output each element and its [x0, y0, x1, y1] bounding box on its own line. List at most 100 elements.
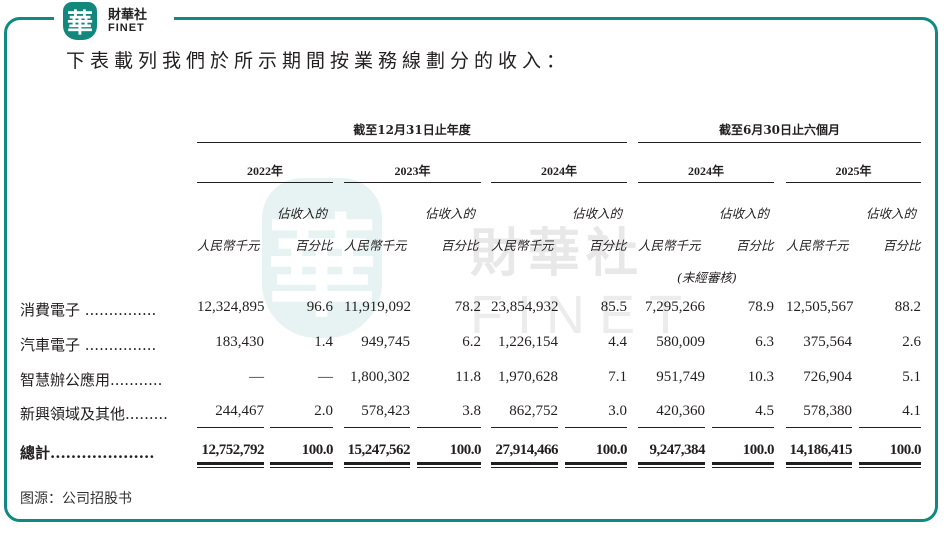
col-header-pct-1: 佔收入的 — [425, 206, 476, 221]
row-label: 汽車電子 ............... — [20, 336, 157, 354]
double-underline — [491, 462, 558, 468]
amount-cell: 1,970,628 — [498, 369, 558, 385]
logo-char: 華 — [66, 8, 93, 39]
row-label: 消費電子 ............... — [20, 301, 157, 319]
divider — [638, 142, 921, 143]
amount-cell: 949,745 — [361, 334, 410, 350]
divider — [786, 182, 921, 183]
col-header-pct-2: 百分比 — [295, 238, 333, 253]
period-header-annual: 截至12月31日止年度 — [353, 123, 471, 137]
subtotal-rule — [417, 427, 481, 428]
double-underline — [417, 462, 481, 468]
intro-text: 下表載列我們於所示期間按業務線劃分的收入： — [66, 50, 571, 72]
percent-cell: 2.0 — [314, 403, 333, 419]
subtotal-rule — [638, 427, 705, 428]
amount-cell: 1,226,154 — [498, 334, 558, 350]
year-header: 2022年 — [246, 164, 283, 178]
total-amount-cell: 27,914,466 — [495, 442, 559, 458]
col-header-amount: 人民幣千元 — [786, 238, 849, 253]
double-underline — [786, 462, 852, 468]
amount-cell: 578,380 — [803, 403, 852, 419]
percent-cell: 6.2 — [462, 334, 481, 350]
col-header-pct-2: 百分比 — [589, 238, 627, 253]
percent-cell: 11.8 — [455, 369, 481, 385]
amount-cell: 420,360 — [656, 403, 705, 419]
divider — [491, 182, 627, 183]
double-underline — [197, 462, 264, 468]
amount-cell: 1,800,302 — [350, 369, 410, 385]
total-amount-cell: 14,186,415 — [789, 442, 853, 458]
col-header-amount: 人民幣千元 — [491, 238, 554, 253]
divider — [197, 182, 333, 183]
total-percent-cell: 100.0 — [889, 442, 922, 458]
amount-cell: 12,505,567 — [786, 299, 854, 315]
double-underline — [565, 462, 627, 468]
percent-cell: 5.1 — [902, 369, 921, 385]
watermark-char: 華 — [267, 203, 377, 332]
col-header-pct-1: 佔收入的 — [719, 206, 770, 221]
subtotal-rule — [859, 427, 921, 428]
brand-name-cn: 財華社 — [108, 8, 148, 23]
percent-cell: 78.9 — [747, 299, 774, 315]
year-header: 2024年 — [687, 164, 724, 178]
col-header-pct-1: 佔收入的 — [866, 206, 917, 221]
content-frame — [4, 17, 938, 522]
double-underline — [859, 462, 921, 468]
total-amount-cell: 12,752,792 — [201, 442, 265, 458]
total-label: 總計.................... — [20, 444, 155, 462]
watermark-logo: 華 — [262, 178, 382, 338]
percent-cell: 4.4 — [608, 334, 627, 350]
amount-cell: 23,854,932 — [491, 299, 559, 315]
amount-cell: 7,295,266 — [645, 299, 705, 315]
double-underline — [712, 462, 774, 468]
amount-cell: 12,324,895 — [197, 299, 265, 315]
double-underline — [638, 462, 705, 468]
col-header-amount: 人民幣千元 — [197, 238, 260, 253]
subtotal-rule — [491, 427, 558, 428]
amount-cell: 951,749 — [656, 369, 705, 385]
col-header-pct-2: 百分比 — [883, 238, 921, 253]
year-header: 2024年 — [540, 164, 577, 178]
percent-cell: 88.2 — [894, 299, 921, 315]
amount-cell: 11,919,092 — [344, 299, 411, 315]
percent-cell: — — [318, 369, 333, 385]
subtotal-rule — [565, 427, 627, 428]
percent-cell: 3.0 — [608, 403, 627, 419]
divider — [344, 182, 481, 183]
divider — [197, 142, 627, 143]
unaudited-note: (未經審核) — [677, 270, 737, 285]
percent-cell: 85.5 — [600, 299, 627, 315]
total-percent-cell: 100.0 — [742, 442, 775, 458]
brand-name-en: FINET — [108, 22, 145, 34]
brand-name: 財華社 FINET — [108, 9, 147, 34]
amount-cell: 862,752 — [509, 403, 558, 419]
double-underline — [344, 462, 410, 468]
percent-cell: 4.1 — [902, 403, 921, 419]
double-underline — [270, 462, 333, 468]
amount-cell: — — [249, 369, 264, 385]
source-caption: 图源：公司招股书 — [20, 491, 132, 507]
year-header: 2023年 — [394, 164, 431, 178]
percent-cell: 6.3 — [755, 334, 774, 350]
col-header-pct-1: 佔收入的 — [277, 206, 328, 221]
subtotal-rule — [712, 427, 774, 428]
amount-cell: 580,009 — [656, 334, 705, 350]
total-amount-cell: 15,247,562 — [347, 442, 411, 458]
period-header-interim: 截至6月30日止六個月 — [718, 123, 841, 137]
percent-cell: 2.6 — [902, 334, 921, 350]
percent-cell: 1.4 — [314, 334, 333, 350]
percent-cell: 96.6 — [306, 299, 333, 315]
amount-cell: 244,467 — [215, 403, 264, 419]
amount-cell: 726,904 — [803, 369, 852, 385]
total-percent-cell: 100.0 — [301, 442, 334, 458]
total-percent-cell: 100.0 — [595, 442, 628, 458]
amount-cell: 578,423 — [361, 403, 410, 419]
row-label: 智慧辦公應用........... — [20, 371, 163, 389]
col-header-pct-2: 百分比 — [441, 238, 479, 253]
subtotal-rule — [270, 427, 333, 428]
subtotal-rule — [344, 427, 410, 428]
year-header: 2025年 — [835, 164, 872, 178]
subtotal-rule — [197, 427, 264, 428]
col-header-amount: 人民幣千元 — [638, 238, 701, 253]
col-header-pct-1: 佔收入的 — [572, 206, 623, 221]
